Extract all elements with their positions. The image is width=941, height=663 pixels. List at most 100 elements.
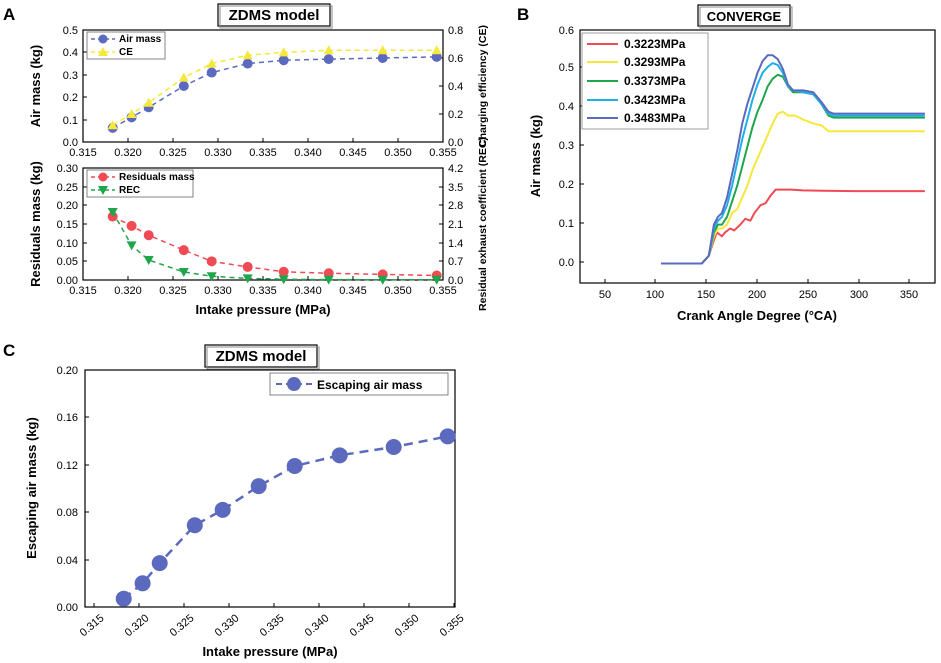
data-point-escaping-air-mass	[385, 439, 402, 456]
a-top-xtick-label: 0.320	[114, 147, 142, 159]
panel-b-title-box	[697, 4, 791, 27]
a-top-y-axis-label: Air mass (kg)	[28, 45, 43, 127]
a-bottom-y2tick-label: 3.5	[448, 182, 463, 194]
a-top-xtick-label: 0.315	[69, 147, 97, 159]
c-xtick-label: 0.355	[438, 612, 467, 639]
a-bottom-xtick-label: 0.325	[159, 285, 187, 297]
a-bottom-y2tick-label: 0.7	[448, 256, 463, 268]
a-bottom-y2-axis-label: Residual exhaust coefficient (REC)	[477, 137, 489, 311]
b-ytick-label: 0.5	[559, 62, 574, 74]
data-point-residuals-mass	[143, 230, 154, 241]
b-ytick-label: 0.2	[559, 179, 574, 191]
panel-a-title: ZDMS model	[229, 7, 320, 24]
legend-marker-air-mass	[98, 34, 108, 44]
a-bottom-y2tick-label: 4.2	[448, 163, 463, 175]
b-xtick-label: 200	[748, 289, 766, 301]
c-legend-box	[269, 372, 449, 396]
a-bottom-ytick-label: 0.25	[57, 182, 78, 194]
a-top-xtick-label: 0.335	[249, 147, 277, 159]
a-bottom-ytick-label: 0.30	[57, 163, 78, 175]
data-point-residuals-mass	[278, 266, 289, 277]
b-xtick-label: 150	[697, 289, 715, 301]
c-x-axis-label: Intake pressure (MPa)	[202, 644, 337, 659]
data-point-ce	[278, 47, 289, 57]
a-bottom-y2tick-label: 2.1	[448, 219, 463, 231]
data-point-ce	[126, 109, 137, 118]
legend-label-air-mass: Air mass	[119, 34, 162, 45]
a-bottom-xtick-label: 0.345	[339, 285, 367, 297]
data-point-air-mass	[278, 55, 289, 66]
data-point-escaping-air-mass	[439, 428, 456, 445]
data-point-residuals-mass	[178, 245, 189, 256]
data-point-air-mass	[377, 53, 388, 63]
a-bottom-ytick-label: 0.10	[57, 238, 78, 250]
data-point-escaping-air-mass	[134, 575, 151, 592]
a-bottom-y2tick-label: 1.4	[448, 238, 463, 250]
a-bottom-xtick-label: 0.330	[204, 285, 232, 297]
a-bottom-xtick-label: 0.350	[384, 285, 412, 297]
a-top-y2tick-label: 0.8	[448, 25, 463, 37]
data-point-escaping-air-mass	[250, 478, 267, 495]
a-top-y2tick-labels: 0.0 0.2 0.4 0.6 0.8	[448, 25, 463, 149]
a-top-xtick-label: 0.330	[204, 147, 232, 159]
data-point-rec	[377, 275, 388, 285]
a-bottom-y2tick-labels: 0.0 0.7 1.4 2.1 2.8 3.5 4.2	[448, 163, 463, 287]
a-bottom-xtick-label: 0.315	[69, 285, 97, 297]
c-xtick-label: 0.320	[123, 612, 152, 639]
c-xtick-label: 0.325	[168, 612, 197, 639]
data-point-rec	[143, 256, 154, 265]
a-bottom-y-axis-label: Residuals mass (kg)	[28, 161, 43, 287]
a-top-ytick-label: 0.0	[63, 137, 78, 149]
data-point-ce	[178, 72, 189, 82]
c-xtick-label: 0.340	[303, 612, 332, 639]
panel-c-label: C	[3, 341, 15, 360]
data-point-escaping-air-mass	[331, 447, 348, 464]
c-xtick-label: 0.345	[348, 612, 377, 639]
data-point-rec	[206, 272, 217, 282]
b-x-axis-label: Crank Angle Degree (°CA)	[677, 308, 837, 323]
data-point-rec	[323, 275, 334, 285]
panel-c-title-shadow	[206, 346, 320, 370]
a-top-xtick-label: 0.350	[384, 147, 412, 159]
data-point-rec	[178, 268, 189, 277]
b-xtick-labels: 50 100 150 200 250 300 350	[599, 289, 918, 301]
panel-b-label: B	[517, 5, 529, 24]
b-xtick-label: 250	[799, 289, 817, 301]
panel-a-title-box	[217, 3, 331, 27]
data-point-ce	[242, 50, 253, 60]
b-ytick-label: 0.0	[559, 257, 574, 269]
data-point-escaping-air-mass	[115, 590, 132, 607]
c-ytick-labels: 0.00 0.04 0.08 0.12 0.16 0.20	[57, 365, 78, 614]
data-point-rec	[242, 274, 253, 284]
a-top-ytick-label: 0.1	[63, 115, 78, 127]
data-point-escaping-air-mass	[151, 555, 168, 572]
c-xtick-label: 0.350	[393, 612, 422, 639]
b-xtick-label: 350	[900, 289, 918, 301]
data-point-air-mass	[323, 54, 334, 65]
b-ytick-label: 0.4	[559, 101, 574, 113]
series-line-03223MPa	[661, 188, 925, 265]
a-top-xtick-labels: 0.315 0.320 0.325 0.330 0.335 0.340 0.34…	[69, 147, 457, 159]
data-point-ce	[431, 45, 442, 55]
b-series-group	[580, 29, 925, 283]
a-top-xtick-label: 0.345	[339, 147, 367, 159]
series-line-residuals-mass	[112, 215, 437, 277]
data-point-air-mass	[242, 58, 253, 69]
a-top-y2tick-label: 0.2	[448, 109, 463, 121]
b-xtick-label: 100	[646, 289, 664, 301]
data-point-rec	[431, 275, 442, 285]
series-line-03423MPa	[661, 62, 925, 265]
b-xtick-label: 300	[850, 289, 868, 301]
a-top-y2-axis-label: Charging efficiency (CE)	[477, 25, 489, 147]
a-top-ytick-label: 0.4	[63, 47, 78, 59]
data-point-ce	[206, 58, 217, 68]
series-line-rec	[112, 211, 437, 281]
c-y-axis-label: Escaping air mass (kg)	[24, 417, 39, 559]
series-line-03293MPa	[661, 110, 925, 265]
a-top-ytick-label: 0.3	[63, 70, 78, 82]
c-xtick-label: 0.315	[78, 612, 107, 639]
c-series-group	[85, 369, 456, 608]
legend-label-03373: 0.3373MPa	[624, 74, 686, 88]
a-bottom-y2tick-label: 0.0	[448, 275, 463, 287]
b-ytick-label: 0.1	[559, 218, 574, 230]
